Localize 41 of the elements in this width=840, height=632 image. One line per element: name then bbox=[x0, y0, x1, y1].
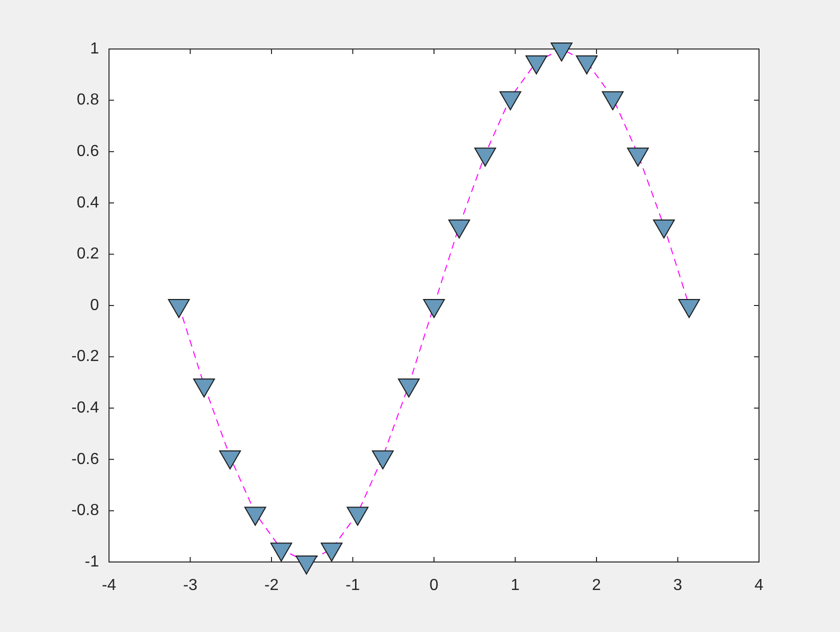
y-tick-label: -1 bbox=[84, 553, 100, 570]
x-tick-label: -4 bbox=[102, 577, 116, 594]
x-tick-label: 1 bbox=[510, 577, 520, 594]
point bbox=[168, 299, 190, 318]
y-tick-label: 1 bbox=[90, 40, 100, 58]
y-tick-label: 0.6 bbox=[76, 143, 100, 160]
point bbox=[372, 450, 394, 470]
y-tick-label: 0 bbox=[90, 296, 100, 314]
x-tick-label: 2 bbox=[592, 577, 602, 594]
y-tick-label: -0.6 bbox=[71, 450, 100, 468]
x-tick-label: -2 bbox=[264, 577, 279, 594]
point bbox=[320, 542, 343, 562]
point bbox=[499, 91, 522, 110]
point bbox=[193, 378, 215, 398]
point bbox=[423, 299, 445, 318]
point bbox=[219, 450, 241, 470]
y-tick-label: -0.8 bbox=[71, 502, 100, 520]
y-tick-label: -0.4 bbox=[71, 400, 100, 417]
point bbox=[576, 55, 598, 74]
y-tick-label: 0.2 bbox=[76, 246, 100, 263]
point bbox=[474, 148, 496, 167]
x-tick-label: -3 bbox=[183, 577, 198, 594]
point bbox=[602, 91, 624, 110]
point bbox=[296, 556, 318, 574]
point bbox=[678, 299, 700, 318]
point bbox=[550, 42, 572, 62]
x-tick-label: 0 bbox=[430, 577, 439, 594]
point bbox=[627, 148, 649, 167]
y-tick-label: 0.4 bbox=[76, 194, 100, 212]
y-tick-label: -0.2 bbox=[71, 348, 100, 366]
x-tick-label: 3 bbox=[673, 577, 682, 594]
point bbox=[346, 506, 369, 526]
point bbox=[398, 378, 420, 398]
x-tick-label: -1 bbox=[346, 577, 360, 594]
point bbox=[653, 219, 675, 238]
y-tick-label: 0.8 bbox=[76, 92, 100, 109]
point bbox=[448, 219, 470, 238]
point bbox=[244, 506, 266, 526]
point bbox=[270, 542, 292, 562]
x-tick-label: 4 bbox=[754, 577, 764, 594]
point bbox=[525, 55, 548, 74]
